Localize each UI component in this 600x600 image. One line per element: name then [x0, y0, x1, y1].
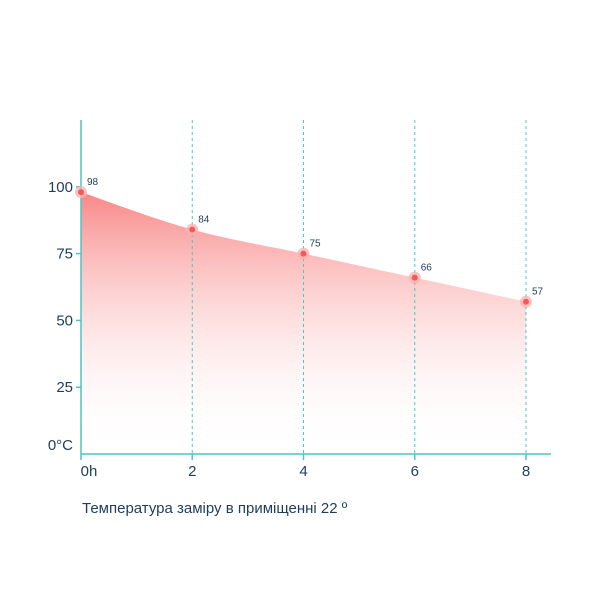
x-tick-label: 4 — [299, 463, 307, 480]
x-tick-label: 0h — [81, 463, 98, 480]
chart-caption: Температура заміру в приміщенні 22 º — [82, 500, 348, 517]
data-label: 66 — [421, 263, 433, 274]
data-label: 75 — [310, 239, 322, 250]
data-label: 84 — [198, 215, 210, 226]
x-tick-label: 2 — [188, 463, 196, 480]
x-tick-label: 6 — [411, 463, 419, 480]
data-point — [300, 250, 307, 257]
y-tick-label: 50 — [56, 312, 73, 329]
y-tick-label: 100 — [48, 179, 73, 196]
data-label: 57 — [532, 287, 544, 298]
y-tick-label: 75 — [56, 246, 73, 263]
y-tick-label: 0°C — [48, 437, 73, 454]
data-point — [411, 274, 418, 281]
area-fill — [81, 192, 526, 455]
data-label: 98 — [87, 177, 99, 188]
y-tick-label: 25 — [56, 379, 73, 396]
data-point — [189, 226, 196, 233]
x-tick-label: 8 — [522, 463, 530, 480]
data-point — [78, 189, 84, 196]
data-point — [523, 298, 529, 305]
